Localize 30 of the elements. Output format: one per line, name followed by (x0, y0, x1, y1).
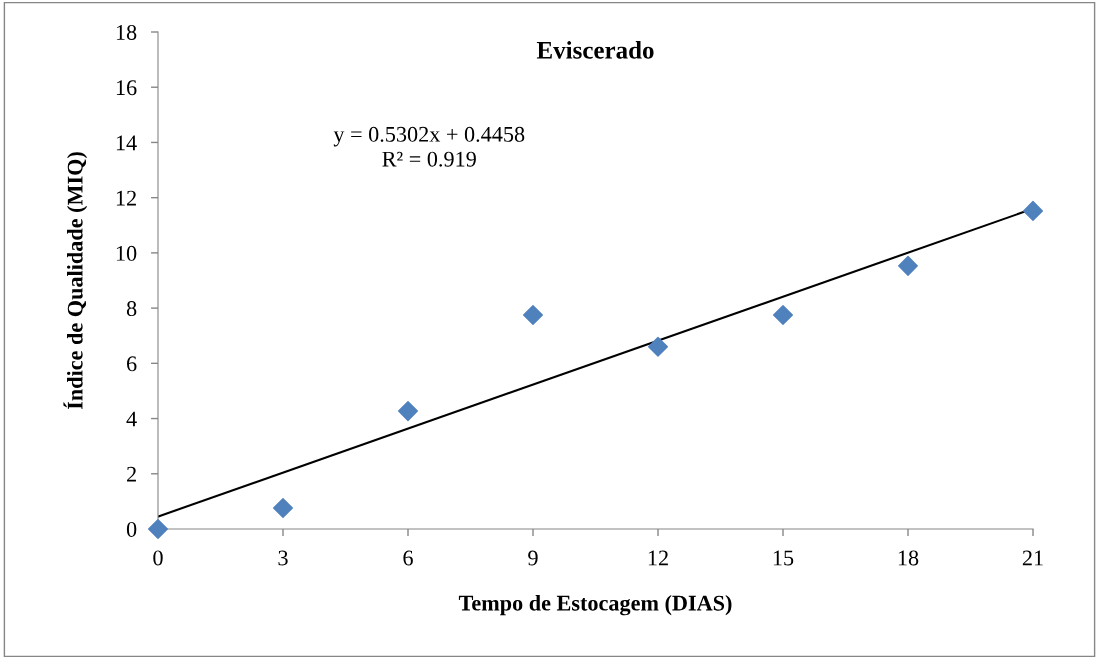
point (647, 336, 669, 357)
point (897, 255, 919, 276)
y-tick-label: 16 (116, 80, 137, 96)
x-axis-title: Tempo de Estocagem (DIAS) (458, 594, 732, 616)
y-tick-label: 8 (126, 301, 137, 317)
y-tick-label: 0 (126, 521, 137, 537)
x-tick-label: 3 (278, 550, 288, 566)
y-tick-label: 10 (116, 245, 137, 261)
y-axis-title: Índice de Qualidade (MIQ) (63, 152, 88, 410)
point (522, 305, 544, 326)
x-tick-label: 12 (648, 550, 668, 566)
y-tick-label: 2 (127, 466, 136, 482)
x-tick-label: 15 (773, 550, 794, 566)
x-tick-label: 6 (403, 550, 413, 566)
point (272, 498, 294, 519)
x-tick-label: 0 (153, 550, 163, 566)
point (397, 401, 419, 422)
y-tick-label: 6 (127, 356, 137, 372)
x-tick-label: 21 (1022, 550, 1043, 566)
point (772, 305, 794, 326)
x-tick-label: 9 (528, 550, 538, 566)
y-tick-label: 14 (116, 135, 137, 151)
y-tick-label: 12 (116, 190, 136, 206)
y-tick-label: 18 (116, 24, 137, 40)
annotation: y = 0.5302x + 0.4458 R² = 0.919 (333, 126, 525, 167)
x-tick-label: 18 (898, 550, 919, 566)
point (1022, 200, 1044, 221)
chart-title: Eviscerado (536, 41, 654, 59)
y-tick-label: 4 (126, 411, 137, 427)
point (147, 518, 169, 540)
